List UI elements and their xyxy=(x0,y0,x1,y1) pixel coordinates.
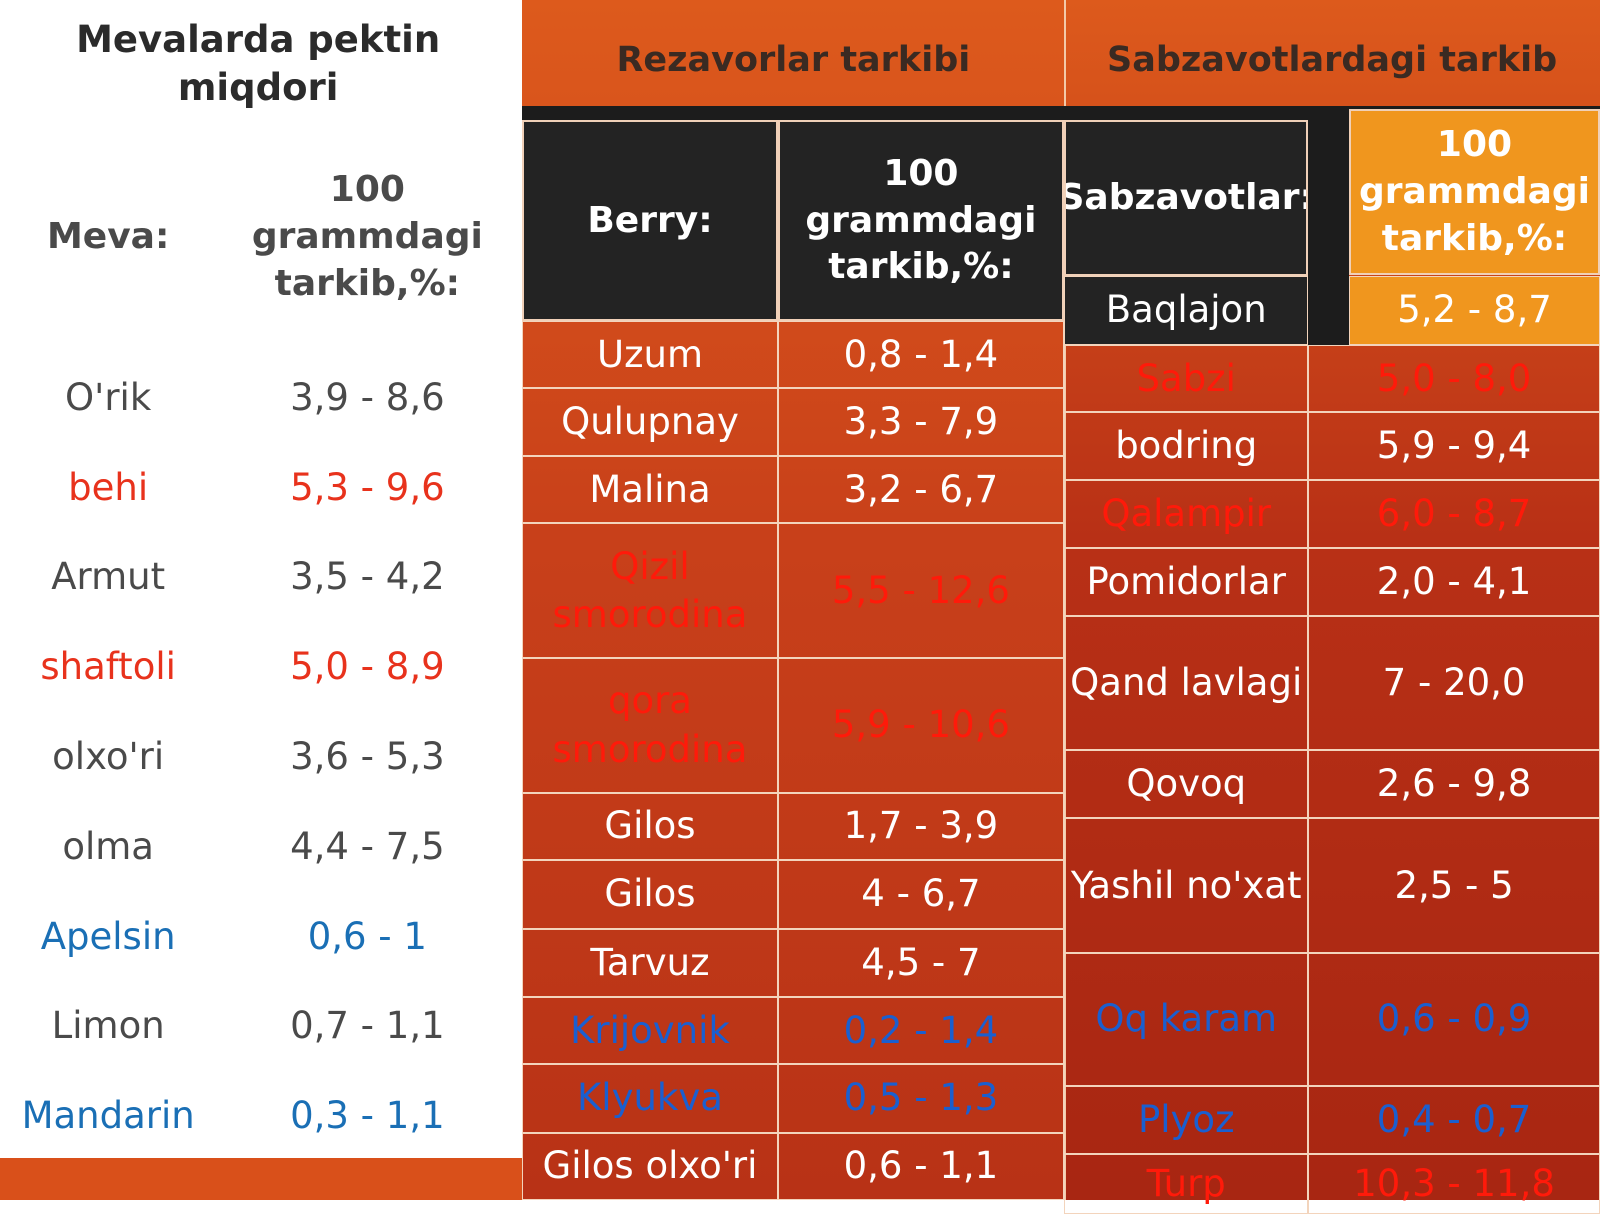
header-cell: Sabzavotlar: xyxy=(1064,120,1309,276)
fruit-name: Mandarin xyxy=(21,1094,195,1138)
header-cell: Meva: xyxy=(46,216,170,258)
name-cell: Qand lavlagi xyxy=(1064,616,1309,750)
fruit-value: 5,3 - 9,6 xyxy=(290,465,445,509)
value-cell: 5,0 - 8,0 xyxy=(1308,344,1600,413)
value-cell: 0,4 - 0,7 xyxy=(1308,1085,1600,1155)
name-cell: Uzum xyxy=(522,321,778,388)
fruit-name: olxo'ri xyxy=(52,735,165,779)
name-cell: Baqlajon xyxy=(1064,275,1309,345)
value-cell: 7 - 20,0 xyxy=(1308,616,1600,750)
name-cell: Gilos xyxy=(522,792,778,861)
value-cell: 2,6 - 9,8 xyxy=(1308,750,1600,819)
fruit-value: 3,6 - 5,3 xyxy=(290,735,445,779)
value-cell: 0,8 - 1,4 xyxy=(777,321,1065,388)
value-cell: 2,0 - 4,1 xyxy=(1308,547,1600,617)
value-cell: 3,2 - 6,7 xyxy=(777,456,1065,524)
section-title: Sabzavotlardagi tarkib xyxy=(1107,40,1558,81)
fruit-value: 4,4 - 7,5 xyxy=(290,824,445,868)
fruit-name: behi xyxy=(68,465,149,509)
name-cell: Tarvuz xyxy=(522,928,778,997)
fruit-name: Limon xyxy=(51,1004,165,1048)
value-cell: 0,6 - 0,9 xyxy=(1308,953,1600,1086)
fruit-value: 3,9 - 8,6 xyxy=(290,375,445,419)
fruit-value: 0,3 - 1,1 xyxy=(290,1094,445,1138)
name-cell: Qulupnay xyxy=(522,387,778,457)
name-cell: Plyoz xyxy=(1064,1085,1309,1155)
name-cell: Sabzi xyxy=(1064,344,1309,413)
name-cell: Gilos xyxy=(522,860,778,929)
fruit-name: olma xyxy=(62,824,154,868)
header-cell: 100 grammdagi tarkib,%: xyxy=(777,120,1065,322)
name-cell: Qovoq xyxy=(1064,750,1309,819)
value-cell: 4,5 - 7 xyxy=(777,928,1065,997)
name-cell: bodring xyxy=(1064,412,1309,480)
fruit-name: Apelsin xyxy=(40,914,176,958)
value-cell: 0,5 - 1,3 xyxy=(777,1064,1065,1133)
fruit-name: Armut xyxy=(51,555,166,599)
name-cell: Qizil smorodina xyxy=(522,523,778,659)
name-cell: Turp xyxy=(1064,1154,1309,1214)
name-cell: Gilos olxo'ri xyxy=(522,1132,778,1200)
table-title: Mevalarda pektin miqdori xyxy=(76,17,441,109)
header-cell: 100 grammdagi tarkib,%: xyxy=(251,169,483,304)
value-cell: 5,9 - 9,4 xyxy=(1308,412,1600,480)
value-cell: 0,2 - 1,4 xyxy=(777,996,1065,1065)
value-cell: 5,9 - 10,6 xyxy=(777,658,1065,793)
name-cell: Krijovnik xyxy=(522,996,778,1065)
header-cell: Berry: xyxy=(522,120,778,322)
name-cell: Pomidorlar xyxy=(1064,547,1309,617)
name-cell: Qalampir xyxy=(1064,479,1309,548)
fruit-value: 0,7 - 1,1 xyxy=(290,1004,445,1048)
header-gap xyxy=(1308,120,1349,345)
value-cell: 6,0 - 8,7 xyxy=(1308,479,1600,548)
fruit-value: 0,6 - 1 xyxy=(307,914,427,958)
value-cell: 10,3 - 11,8 xyxy=(1308,1154,1600,1214)
value-cell: 1,7 - 3,9 xyxy=(777,792,1065,861)
fruit-value: 3,5 - 4,2 xyxy=(290,555,445,599)
fruit-name: shaftoli xyxy=(40,645,176,689)
header-bar xyxy=(522,106,1065,123)
fruit-name: O'rik xyxy=(65,375,152,419)
value-cell: 5,2 - 8,7 xyxy=(1348,275,1600,345)
name-cell: qora smorodina xyxy=(522,658,778,793)
name-cell: Oq karam xyxy=(1064,953,1309,1086)
header-cell: 100 grammdagi tarkib,%: xyxy=(1348,109,1600,276)
value-cell: 5,5 - 12,6 xyxy=(777,523,1065,659)
name-cell: Klyukva xyxy=(522,1064,778,1133)
name-cell: Yashil no'xat xyxy=(1064,818,1309,954)
fruit-value: 5,0 - 8,9 xyxy=(290,645,445,689)
name-cell: Malina xyxy=(522,456,778,524)
value-cell: 4 - 6,7 xyxy=(777,860,1065,929)
value-cell: 2,5 - 5 xyxy=(1308,818,1600,954)
section-title: Rezavorlar tarkibi xyxy=(616,40,971,81)
bottom-strip xyxy=(0,1158,522,1200)
value-cell: 0,6 - 1,1 xyxy=(777,1132,1065,1200)
value-cell: 3,3 - 7,9 xyxy=(777,387,1065,457)
